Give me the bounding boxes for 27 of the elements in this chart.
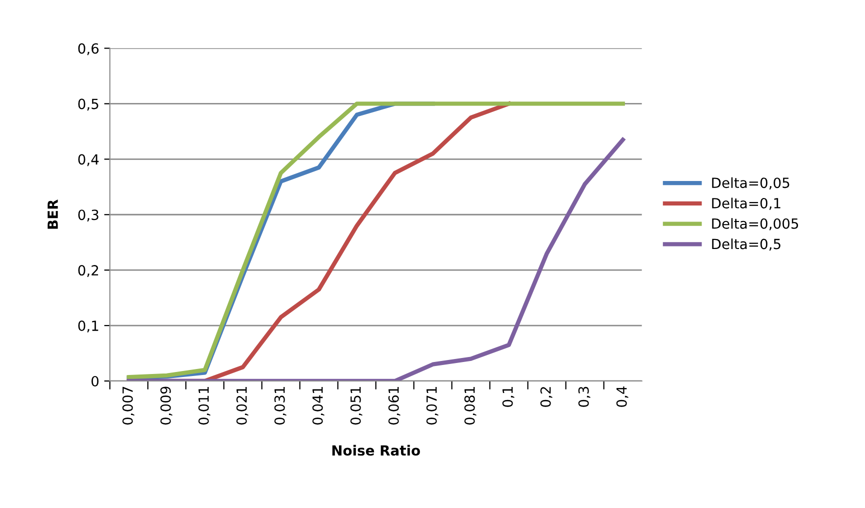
x-tick-label: 0,021 [236, 387, 248, 425]
x-axis-title: Noise Ratio [332, 444, 420, 456]
y-axis-title: BER [48, 200, 58, 229]
y-tick-label: 0,3 [78, 210, 98, 222]
x-tick-label: 0,4 [616, 386, 628, 407]
y-tick-label: 0,1 [78, 320, 98, 332]
x-tick-label: 0,3 [578, 386, 590, 407]
legend-label: Delta=0,05 [712, 177, 790, 190]
y-tick-label: 0,2 [78, 265, 98, 277]
y-tick-label: 0,6 [78, 43, 99, 56]
legend-label: Delta=0,5 [712, 238, 780, 251]
x-tick-label: 0,007 [122, 386, 134, 425]
x-tick-label: 0,081 [464, 387, 476, 425]
y-tick-label: 0 [92, 376, 99, 386]
x-tick-label: 0,061 [388, 387, 400, 425]
x-tick-label: 0,041 [312, 387, 324, 425]
y-tick-label: 0,4 [78, 154, 99, 166]
x-tick-label: 0,2 [540, 387, 552, 407]
x-tick-label: 0,071 [426, 387, 438, 425]
legend-label: Delta=0,005 [712, 218, 798, 230]
x-tick-label: 0,011 [198, 387, 210, 425]
x-tick-label: 0,051 [350, 387, 362, 425]
x-tick-label: 0,009 [160, 386, 172, 425]
x-tick-label: 0,1 [502, 387, 514, 407]
x-tick-label: 0,031 [274, 387, 286, 425]
y-tick-label: 0,5 [78, 98, 98, 111]
legend-label: Delta=0,1 [712, 198, 780, 210]
